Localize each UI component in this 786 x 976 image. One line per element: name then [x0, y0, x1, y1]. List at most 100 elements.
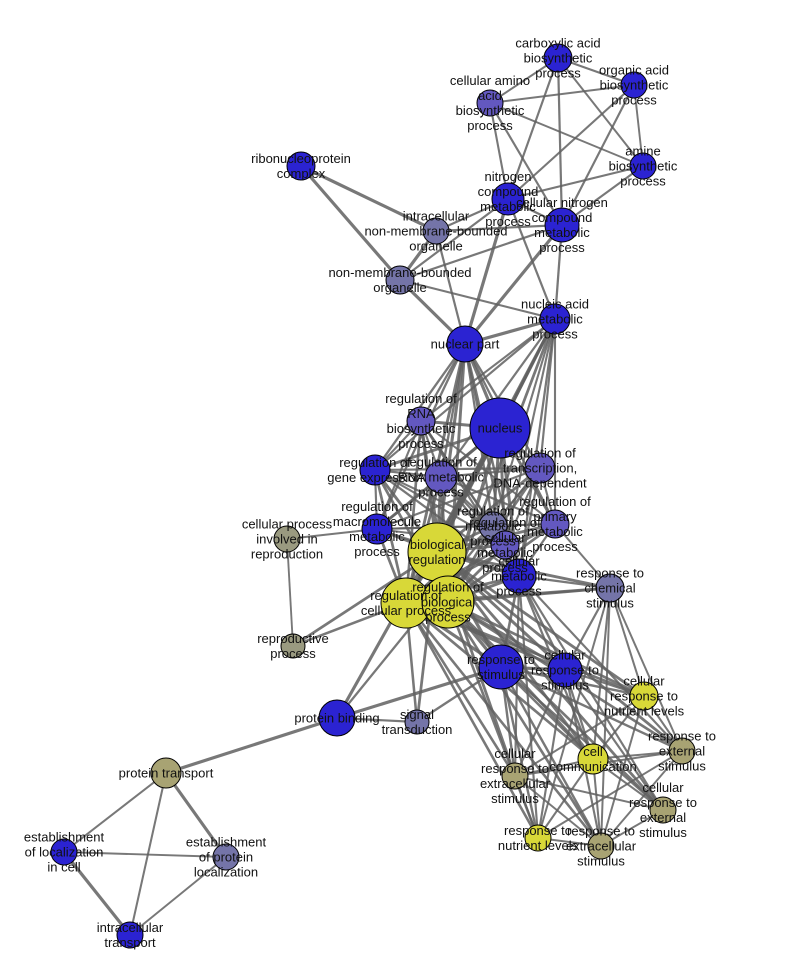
- svg-text:DNA-dependent: DNA-dependent: [493, 476, 587, 491]
- svg-text:establishment: establishment: [24, 830, 105, 845]
- svg-text:reproduction: reproduction: [251, 547, 323, 562]
- svg-text:non-membrane-bounded: non-membrane-bounded: [328, 265, 471, 280]
- svg-text:involved in: involved in: [256, 532, 317, 547]
- svg-text:biosynthetic: biosynthetic: [600, 78, 669, 93]
- svg-text:protein binding: protein binding: [294, 711, 379, 726]
- svg-text:process: process: [496, 584, 542, 599]
- svg-text:acid: acid: [478, 88, 502, 103]
- svg-text:process: process: [418, 485, 464, 500]
- svg-text:amine: amine: [625, 144, 660, 159]
- svg-text:regulation of: regulation of: [341, 499, 413, 514]
- svg-text:chemical: chemical: [584, 581, 635, 596]
- svg-text:cellular: cellular: [494, 746, 536, 761]
- svg-text:regulation of: regulation of: [519, 494, 591, 509]
- svg-text:external: external: [659, 744, 705, 759]
- svg-text:process: process: [270, 646, 316, 661]
- svg-text:of localization: of localization: [25, 845, 104, 860]
- svg-text:process: process: [620, 174, 666, 189]
- svg-text:biosynthetic: biosynthetic: [524, 51, 593, 66]
- svg-text:extracellular: extracellular: [566, 839, 637, 854]
- svg-text:nucleic acid: nucleic acid: [521, 297, 589, 312]
- svg-text:macromolecule: macromolecule: [333, 514, 421, 529]
- svg-text:stimulus: stimulus: [477, 667, 525, 682]
- svg-text:cellular nitrogen: cellular nitrogen: [516, 195, 608, 210]
- svg-text:process: process: [532, 539, 578, 554]
- svg-text:establishment: establishment: [186, 835, 267, 850]
- svg-text:carboxylic acid: carboxylic acid: [515, 36, 600, 51]
- svg-text:biosynthetic: biosynthetic: [609, 159, 678, 174]
- svg-text:external: external: [640, 810, 686, 825]
- svg-text:response to: response to: [504, 823, 572, 838]
- svg-text:organelle: organelle: [409, 239, 463, 254]
- svg-text:process: process: [611, 93, 657, 108]
- svg-text:regulation of: regulation of: [412, 580, 484, 595]
- svg-text:cellular: cellular: [484, 530, 526, 545]
- svg-text:regulation of: regulation of: [339, 455, 411, 470]
- svg-text:biosynthetic: biosynthetic: [387, 421, 456, 436]
- svg-text:extracellular: extracellular: [480, 776, 551, 791]
- svg-text:organic acid: organic acid: [599, 63, 669, 78]
- svg-text:metabolic: metabolic: [491, 569, 547, 584]
- svg-text:response to: response to: [576, 566, 644, 581]
- svg-text:nitrogen: nitrogen: [485, 169, 532, 184]
- svg-text:transport: transport: [104, 935, 156, 950]
- svg-text:non-membrane-bounded: non-membrane-bounded: [364, 224, 507, 239]
- svg-text:cell: cell: [583, 744, 603, 759]
- svg-text:response to: response to: [610, 689, 678, 704]
- svg-text:protein transport: protein transport: [119, 766, 214, 781]
- svg-text:process: process: [535, 66, 581, 81]
- svg-text:ribonucleoprotein: ribonucleoprotein: [251, 151, 351, 166]
- svg-text:response to: response to: [531, 663, 599, 678]
- svg-text:transcription,: transcription,: [503, 461, 577, 476]
- svg-text:process: process: [354, 544, 400, 559]
- svg-text:response to: response to: [481, 761, 549, 776]
- svg-text:process: process: [398, 436, 444, 451]
- svg-text:intracellular: intracellular: [403, 209, 470, 224]
- svg-text:RNA metabolic: RNA metabolic: [398, 470, 484, 485]
- svg-text:metabolic: metabolic: [527, 312, 583, 327]
- svg-text:stimulus: stimulus: [639, 825, 687, 840]
- svg-text:response to: response to: [629, 795, 697, 810]
- svg-text:nucleus: nucleus: [478, 421, 523, 436]
- svg-text:regulation of: regulation of: [469, 515, 541, 530]
- svg-text:transduction: transduction: [382, 722, 453, 737]
- svg-text:biological: biological: [410, 537, 464, 552]
- svg-text:compound: compound: [532, 210, 593, 225]
- svg-text:biological: biological: [421, 595, 475, 610]
- svg-text:cellular: cellular: [623, 674, 665, 689]
- svg-text:reproductive: reproductive: [257, 631, 329, 646]
- svg-text:response to: response to: [567, 824, 635, 839]
- svg-text:cellular amino: cellular amino: [450, 73, 530, 88]
- svg-text:of protein: of protein: [199, 850, 253, 865]
- svg-text:metabolic: metabolic: [534, 225, 590, 240]
- svg-text:metabolic: metabolic: [349, 529, 405, 544]
- svg-text:process: process: [425, 610, 471, 625]
- svg-text:complex: complex: [277, 166, 326, 181]
- svg-text:regulation of: regulation of: [385, 391, 457, 406]
- svg-text:signal: signal: [400, 707, 434, 722]
- svg-text:communication: communication: [549, 759, 636, 774]
- svg-text:organelle: organelle: [373, 280, 427, 295]
- svg-text:cellular: cellular: [544, 648, 586, 663]
- svg-text:stimulus: stimulus: [658, 759, 706, 774]
- svg-text:biosynthetic: biosynthetic: [456, 103, 525, 118]
- svg-text:stimulus: stimulus: [491, 791, 539, 806]
- svg-text:stimulus: stimulus: [586, 596, 634, 611]
- svg-text:response to: response to: [467, 652, 535, 667]
- svg-text:cellular: cellular: [498, 554, 540, 569]
- svg-text:nutrient levels: nutrient levels: [604, 704, 685, 719]
- svg-text:regulation: regulation: [408, 552, 465, 567]
- svg-text:stimulus: stimulus: [541, 678, 589, 693]
- svg-text:nuclear part: nuclear part: [431, 337, 500, 352]
- svg-text:cellular process: cellular process: [242, 517, 333, 532]
- svg-text:stimulus: stimulus: [577, 854, 625, 869]
- svg-text:RNA: RNA: [407, 406, 435, 421]
- svg-text:cellular: cellular: [642, 780, 684, 795]
- svg-text:process: process: [539, 240, 585, 255]
- svg-text:intracellular: intracellular: [97, 920, 164, 935]
- svg-text:process: process: [532, 327, 578, 342]
- svg-text:localization: localization: [194, 865, 258, 880]
- svg-text:response to: response to: [648, 729, 716, 744]
- svg-text:regulation of: regulation of: [504, 446, 576, 461]
- svg-text:process: process: [467, 118, 513, 133]
